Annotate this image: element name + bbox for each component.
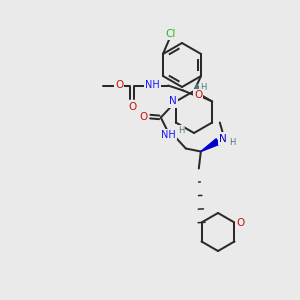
Text: H: H bbox=[229, 138, 235, 147]
Text: N: N bbox=[219, 134, 227, 143]
Text: NH: NH bbox=[161, 130, 176, 140]
Text: O: O bbox=[115, 80, 123, 91]
Text: O: O bbox=[236, 218, 244, 227]
Text: O: O bbox=[194, 91, 202, 100]
Text: O: O bbox=[140, 112, 148, 122]
Text: N: N bbox=[169, 97, 177, 106]
Text: O: O bbox=[128, 103, 136, 112]
Polygon shape bbox=[194, 85, 201, 91]
Text: H: H bbox=[200, 83, 206, 92]
Text: H: H bbox=[178, 126, 184, 135]
Polygon shape bbox=[201, 139, 219, 152]
Text: Cl: Cl bbox=[166, 29, 176, 39]
Text: NH: NH bbox=[145, 80, 160, 91]
